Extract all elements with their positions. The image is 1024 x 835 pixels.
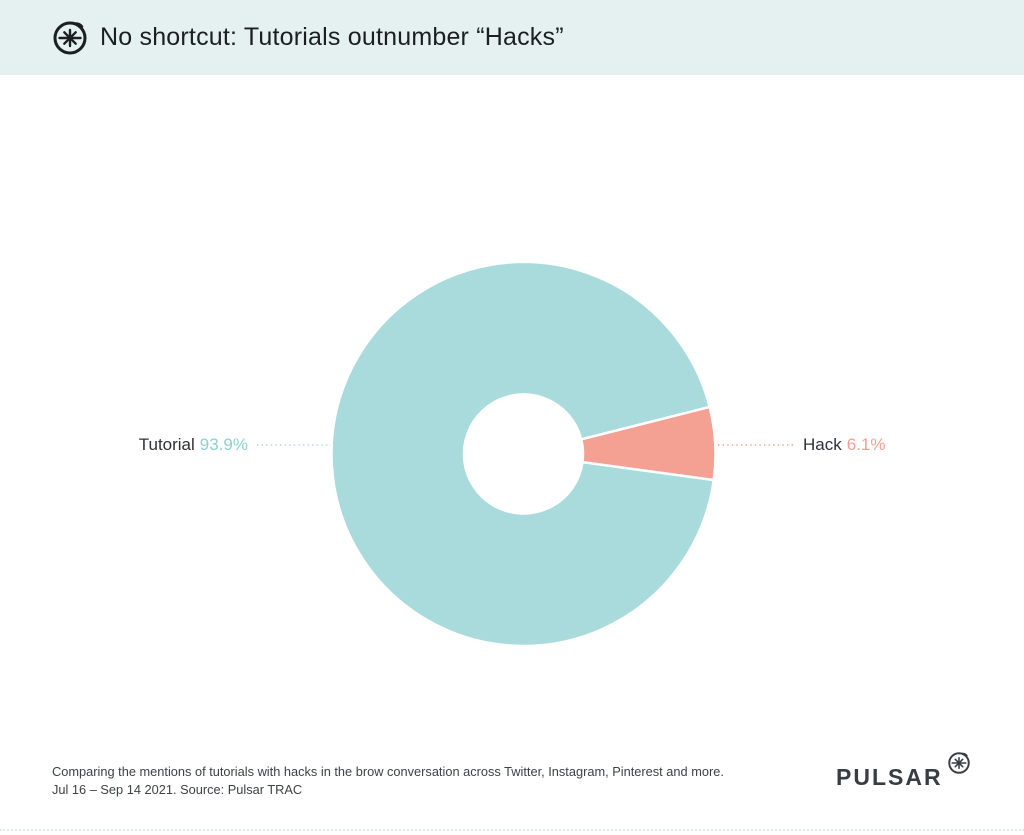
callout-hack: Hack 6.1% (803, 434, 885, 456)
page-title: No shortcut: Tutorials outnumber “Hacks” (100, 23, 564, 51)
header-bar: No shortcut: Tutorials outnumber “Hacks” (0, 0, 1024, 75)
pulsar-asterisk-icon (50, 18, 90, 58)
hack-value: 6.1% (846, 435, 886, 454)
hack-label: Hack (803, 435, 842, 454)
chart-caption: Comparing the mentions of tutorials with… (52, 763, 724, 798)
callout-tutorial: Tutorial 93.9% (139, 434, 248, 456)
donut-slice-hack (579, 405, 717, 482)
pulsar-asterisk-icon (946, 750, 972, 776)
caption-line-2: Jul 16 – Sep 14 2021. Source: Pulsar TRA… (52, 781, 303, 797)
tutorial-label: Tutorial (138, 435, 195, 454)
pulsar-wordmark: PULSAR (836, 764, 943, 790)
caption-line-1: Comparing the mentions of tutorials with… (52, 764, 724, 779)
donut-slice-tutorial (330, 260, 716, 648)
pulsar-brand: PULSAR (836, 748, 972, 791)
tutorial-value: 93.9% (199, 435, 248, 454)
bottom-dotted-rule (0, 829, 1024, 831)
